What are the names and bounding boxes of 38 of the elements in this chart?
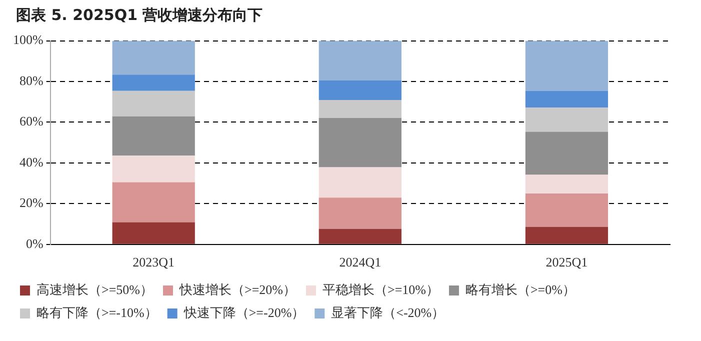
x-tick-label: 2023Q1 — [132, 254, 175, 270]
bar — [112, 222, 195, 244]
legend-label: 略有下降（>=-10%） — [36, 304, 158, 320]
bar — [525, 194, 608, 227]
y-tick-label: 60% — [19, 114, 44, 129]
legend-label: 快速增长（>=20%） — [178, 282, 296, 297]
bar — [525, 132, 608, 175]
bar — [525, 40, 608, 91]
bar — [318, 118, 402, 168]
bar — [318, 198, 402, 229]
bar — [112, 90, 195, 116]
legend-label: 高速增长（>=50%） — [36, 282, 153, 297]
bar — [112, 74, 195, 91]
bar — [318, 167, 402, 198]
bar — [112, 156, 195, 182]
bar — [318, 80, 402, 100]
legend-label: 平稳增长（>=10%） — [322, 282, 439, 297]
legend-label: 略有增长（>=0%） — [465, 282, 576, 297]
y-tick-label: 100% — [12, 32, 44, 48]
bar — [318, 100, 402, 118]
y-tick-label: 80% — [19, 72, 44, 88]
bar — [318, 228, 402, 244]
x-tick-label: 2025Q1 — [546, 254, 588, 270]
bar — [318, 40, 402, 80]
bar — [525, 108, 608, 132]
bar — [112, 116, 195, 156]
y-tick-label: 40% — [19, 154, 44, 170]
legend-label: 显著下降（<-20%） — [331, 304, 445, 320]
bar — [525, 174, 608, 194]
bar — [525, 90, 608, 108]
x-tick-label: 2024Q1 — [339, 254, 382, 270]
bar — [112, 40, 195, 75]
chart-title: 图表 5. 2025Q1 营收增速分布向下 — [16, 6, 263, 25]
y-tick-label: 20% — [19, 195, 44, 210]
bar — [112, 182, 195, 222]
bar — [525, 226, 608, 244]
legend-label: 快速下降（>=-20%） — [182, 304, 305, 320]
y-tick-label: 0% — [26, 236, 44, 251]
